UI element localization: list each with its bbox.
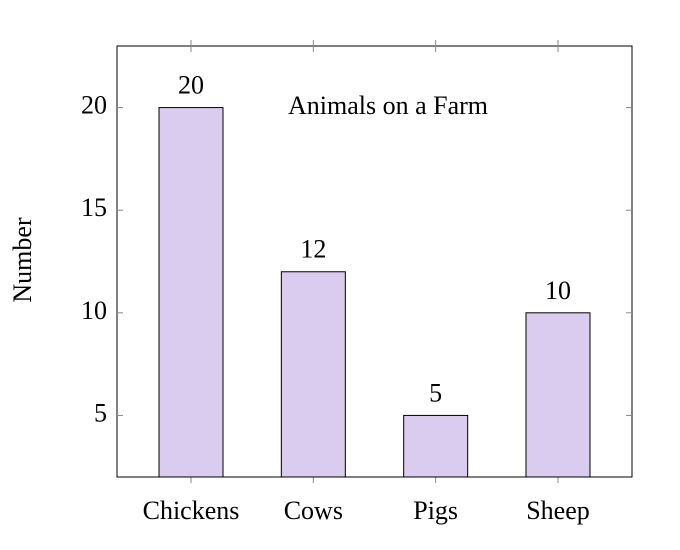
plot-frame: [116, 45, 633, 478]
value-label: 20: [178, 71, 204, 100]
x-tick-label: Pigs: [413, 496, 458, 525]
bar: [280, 271, 346, 478]
value-label: 5: [429, 378, 442, 407]
y-axis-label: Number: [8, 217, 37, 303]
x-tick-label: Chickens: [143, 496, 240, 525]
y-tick-label: 15: [81, 193, 107, 222]
bar: [158, 107, 224, 478]
y-tick-label: 10: [81, 296, 107, 325]
bar: [403, 414, 469, 478]
y-tick-label: 20: [81, 91, 107, 120]
y-tick-label: 5: [94, 398, 107, 427]
chart-title: Animals on a Farm: [288, 91, 488, 120]
x-tick-label: Sheep: [526, 496, 590, 525]
value-label: 12: [300, 235, 326, 264]
bar: [525, 312, 591, 478]
x-tick-label: Cows: [284, 496, 343, 525]
value-label: 10: [545, 276, 571, 305]
